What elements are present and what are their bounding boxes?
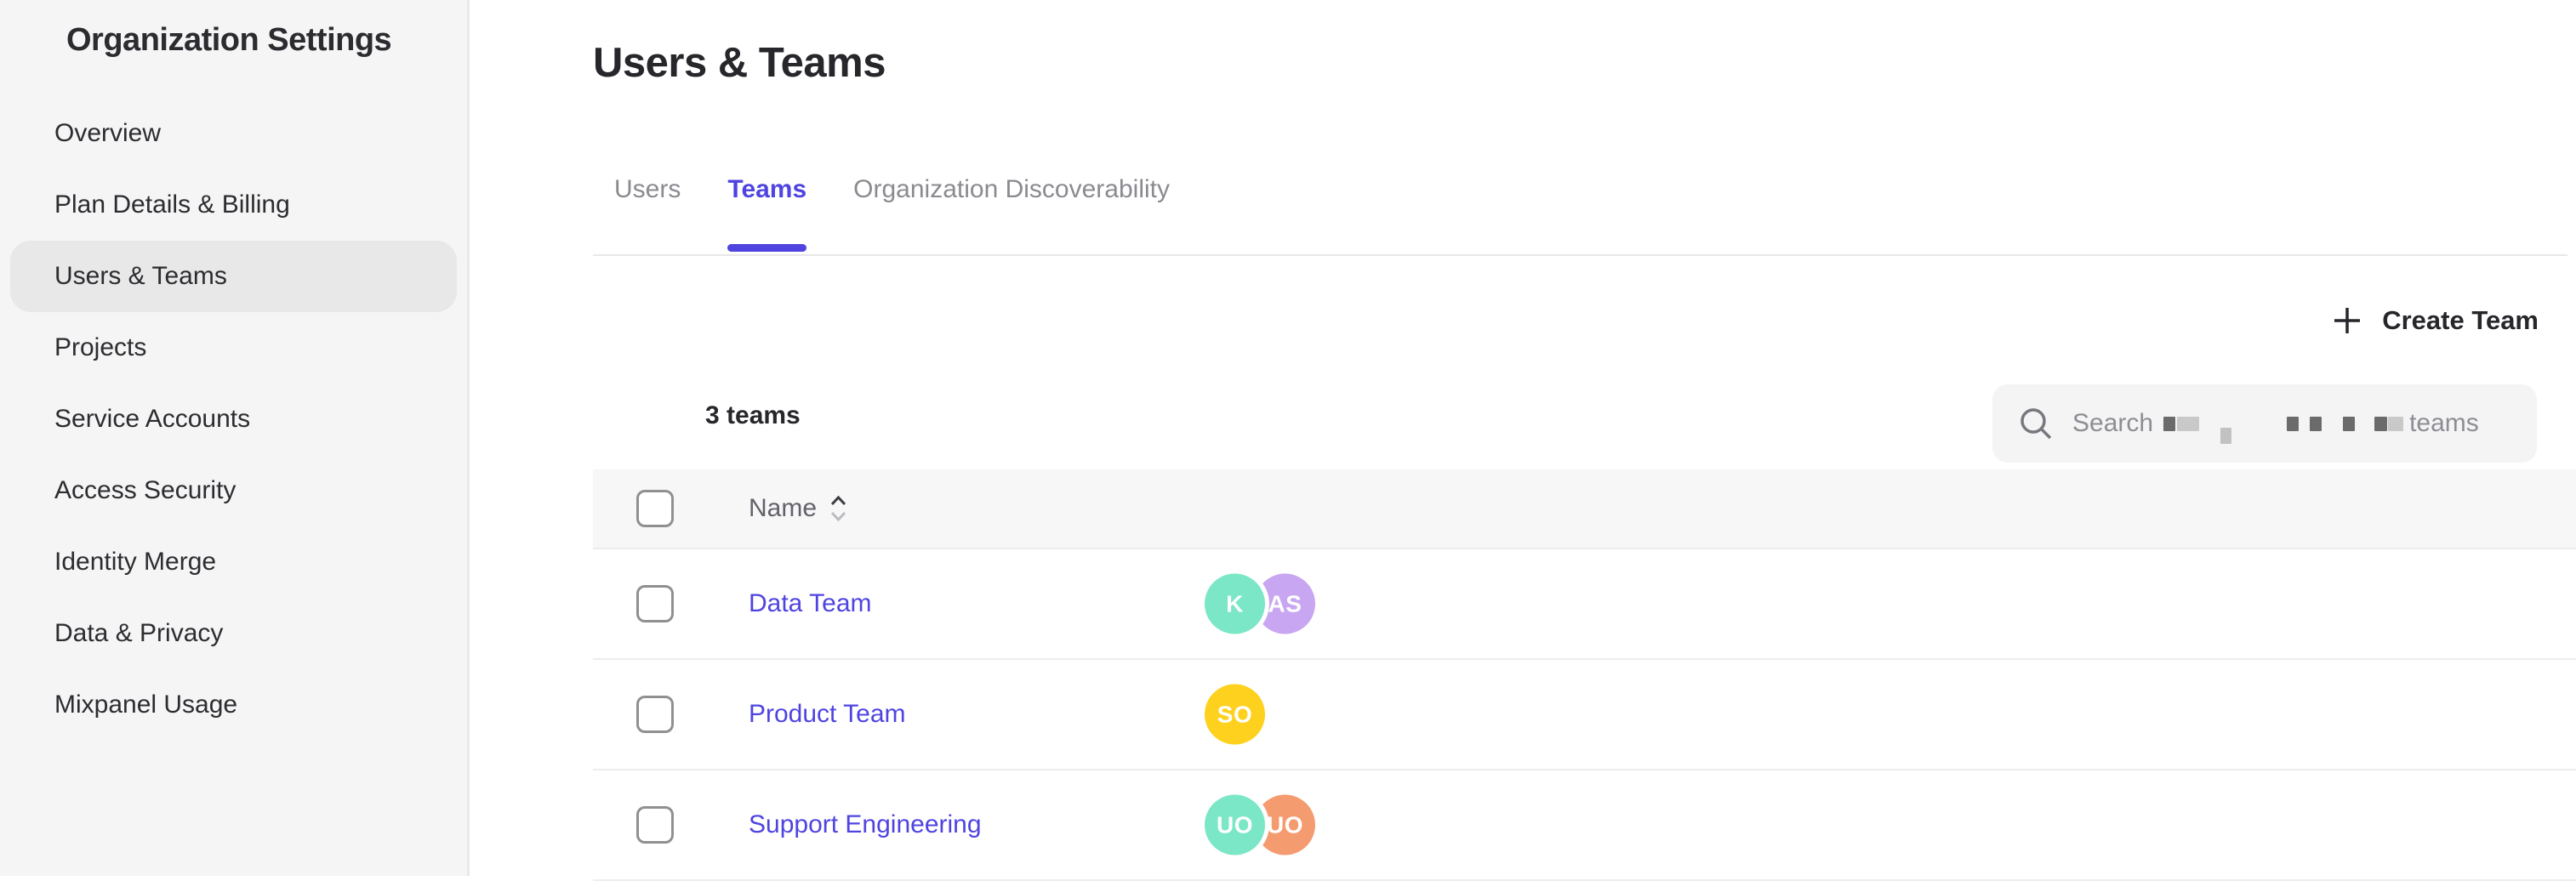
tab-users-label: Users (614, 175, 681, 203)
table-header-row: Name (593, 469, 2576, 549)
member-avatars: SO (1205, 684, 1265, 745)
team-link-data-team[interactable]: Data Team (749, 589, 872, 617)
settings-sidebar: Organization Settings Overview Plan Deta… (0, 0, 470, 876)
avatar: SO (1205, 684, 1265, 745)
avatar: K (1205, 573, 1265, 634)
sidebar-item-access-security[interactable]: Access Security (54, 476, 237, 504)
member-avatars: UO UO (1205, 794, 1315, 855)
redacted-block (2287, 417, 2300, 431)
redacted-block (2388, 417, 2404, 431)
member-avatars: K AS (1205, 573, 1315, 634)
tabs-divider (593, 254, 2567, 256)
name-column-sort[interactable]: Name (749, 493, 848, 524)
search-placeholder-suffix: teams (2409, 409, 2479, 437)
redacted-block (2163, 417, 2176, 431)
sidebar-item-projects[interactable]: Projects (54, 333, 147, 361)
redacted-block (2220, 428, 2232, 444)
sidebar-item-identity-merge[interactable]: Identity Merge (54, 548, 217, 576)
avatar: UO (1205, 794, 1265, 855)
team-link-support-engineering[interactable]: Support Engineering (749, 810, 982, 838)
sidebar-item-overview[interactable]: Overview (54, 119, 162, 147)
table-row: Data Team K AS (593, 549, 2576, 660)
tab-users[interactable]: Users (614, 175, 681, 252)
tab-bar: Users Teams Organization Discoverability (614, 175, 1170, 252)
create-team-label: Create Team (2382, 305, 2539, 335)
name-column-label: Name (749, 494, 818, 522)
sidebar-item-service-accounts[interactable]: Service Accounts (54, 405, 251, 433)
select-all-checkbox[interactable] (636, 490, 674, 527)
teams-count: 3 teams (705, 401, 801, 429)
sidebar-item-plan-details-billing[interactable]: Plan Details & Billing (54, 190, 290, 219)
table-row: Support Engineering UO UO (593, 770, 2576, 881)
search-placeholder-prefix: Search (2072, 409, 2154, 437)
sidebar-nav: Overview Plan Details & Billing Users & … (0, 98, 467, 741)
team-link-product-team[interactable]: Product Team (749, 700, 906, 728)
row-checkbox-data-team[interactable] (636, 585, 674, 622)
tab-organization-discoverability[interactable]: Organization Discoverability (853, 175, 1170, 252)
row-checkbox-support-engineering[interactable] (636, 806, 674, 844)
sidebar-item-users-teams[interactable]: Users & Teams (10, 241, 457, 312)
redacted-block (2310, 417, 2322, 431)
page-title: Users & Teams (593, 40, 886, 86)
sidebar-item-mixpanel-usage[interactable]: Mixpanel Usage (54, 691, 238, 719)
search-icon (2020, 408, 2052, 440)
redacted-block (2177, 417, 2200, 431)
main-content: Users & Teams Users Teams Organization D… (472, 0, 2576, 881)
sidebar-title: Organization Settings (66, 22, 392, 58)
plus-icon (2334, 308, 2361, 333)
search-input[interactable]: Search teams (1992, 384, 2537, 463)
redacted-block (2343, 417, 2356, 431)
tab-org-discoverability-label: Organization Discoverability (853, 175, 1170, 203)
sort-arrows-icon (830, 495, 846, 522)
create-team-button[interactable]: Create Team (2331, 304, 2539, 337)
search-placeholder: Search teams (2072, 409, 2479, 444)
tab-teams-label: Teams (727, 175, 807, 203)
redacted-block (2374, 417, 2388, 431)
tab-teams[interactable]: Teams (727, 175, 807, 252)
teams-table: Name Data Team K AS Product Team SO (593, 469, 2576, 881)
active-tab-underline (727, 244, 807, 252)
table-row: Product Team SO (593, 660, 2576, 770)
sidebar-item-data-privacy[interactable]: Data & Privacy (54, 619, 224, 647)
row-checkbox-product-team[interactable] (636, 696, 674, 733)
